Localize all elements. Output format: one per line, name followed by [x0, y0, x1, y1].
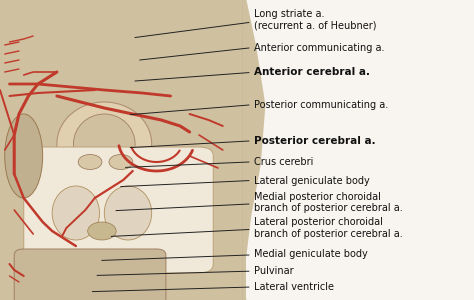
Text: Pulvinar: Pulvinar [254, 266, 293, 276]
Ellipse shape [88, 222, 116, 240]
Text: Crus cerebri: Crus cerebri [254, 157, 313, 167]
Circle shape [109, 154, 133, 169]
Text: Long striate a.
(recurrent a. of Heubner): Long striate a. (recurrent a. of Heubner… [254, 9, 376, 30]
FancyBboxPatch shape [24, 147, 213, 273]
Text: Anterior communicating a.: Anterior communicating a. [254, 43, 384, 53]
FancyBboxPatch shape [168, 9, 201, 69]
Text: Lateral geniculate body: Lateral geniculate body [254, 176, 369, 186]
FancyBboxPatch shape [108, 9, 141, 69]
FancyBboxPatch shape [47, 9, 80, 69]
Text: Posterior communicating a.: Posterior communicating a. [254, 100, 388, 110]
FancyBboxPatch shape [0, 0, 246, 114]
Ellipse shape [57, 102, 152, 186]
Text: Medial posterior choroidal
branch of posterior cerebral a.: Medial posterior choroidal branch of pos… [254, 192, 402, 213]
FancyBboxPatch shape [199, 9, 232, 69]
Text: Medial geniculate body: Medial geniculate body [254, 249, 367, 260]
Ellipse shape [5, 114, 43, 198]
Circle shape [78, 154, 102, 169]
Ellipse shape [104, 186, 152, 240]
Polygon shape [0, 0, 265, 300]
Text: Anterior cerebral a.: Anterior cerebral a. [254, 67, 370, 77]
FancyBboxPatch shape [17, 9, 50, 69]
Text: Lateral ventricle: Lateral ventricle [254, 281, 334, 292]
Ellipse shape [73, 114, 135, 174]
Text: Posterior cerebral a.: Posterior cerebral a. [254, 136, 375, 146]
Ellipse shape [52, 186, 100, 240]
FancyBboxPatch shape [0, 0, 246, 300]
Text: Lateral posterior choroidal
branch of posterior cerebral a.: Lateral posterior choroidal branch of po… [254, 217, 402, 239]
FancyBboxPatch shape [14, 249, 166, 300]
FancyBboxPatch shape [138, 9, 171, 69]
FancyBboxPatch shape [77, 9, 110, 69]
